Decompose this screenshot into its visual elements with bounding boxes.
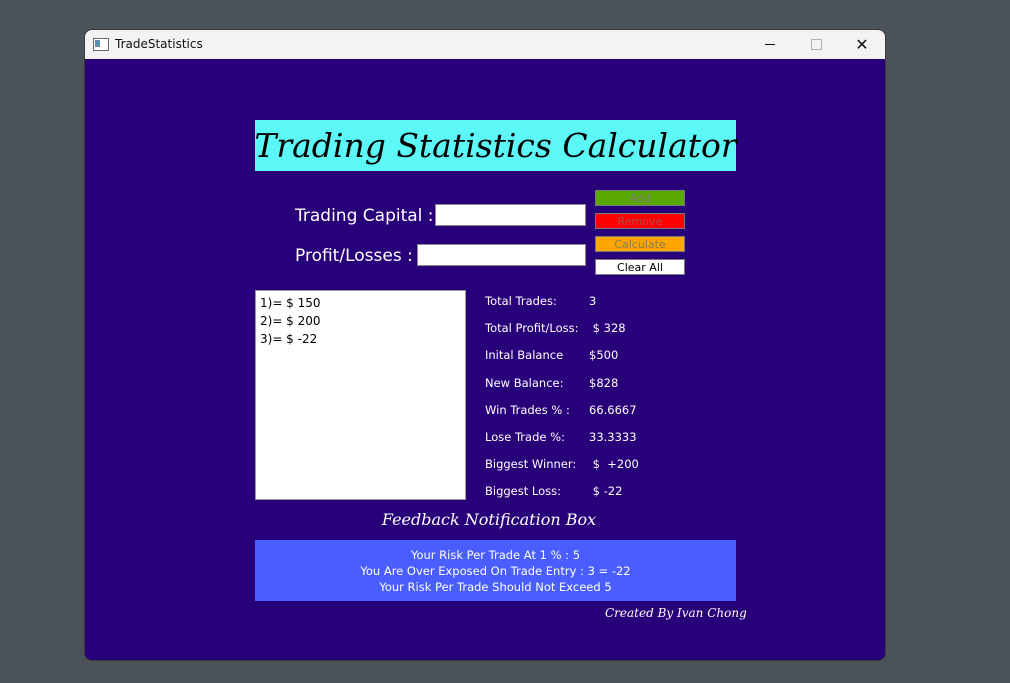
new-balance-value: $828	[589, 376, 619, 390]
total-profit-loss-label: Total Profit/Loss:	[485, 321, 579, 335]
total-trades-value: 3	[589, 294, 597, 308]
feedback-line: Your Risk Per Trade At 1 % : 5	[410, 547, 581, 562]
trading-capital-input[interactable]	[435, 204, 586, 226]
minimize-button[interactable]	[747, 30, 793, 59]
page-title: Trading Statistics Calculator	[254, 120, 737, 171]
biggest-winner-label: Biggest Winner:	[485, 457, 577, 471]
maximize-icon	[810, 39, 822, 50]
feedback-line: You Are Over Exposed On Trade Entry : 3 …	[360, 563, 631, 578]
lose-trades-value: 33.3333	[589, 430, 637, 444]
biggest-loss-value: $ -22	[589, 484, 623, 498]
feedback-title: Feedback Notification Box	[381, 510, 597, 529]
biggest-loss-label: Biggest Loss:	[485, 484, 562, 498]
total-profit-loss-value: $ 328	[589, 321, 626, 335]
win-trades-label: Win Trades % :	[485, 403, 570, 417]
title-bar[interactable]: TradeStatistics ✕	[85, 30, 885, 59]
profit-losses-input[interactable]	[417, 244, 586, 266]
add-button[interactable]: Add	[595, 190, 685, 206]
initial-balance-label: Inital Balance	[485, 348, 564, 362]
win-trades-value: 66.6667	[589, 403, 637, 417]
maximize-button[interactable]	[793, 30, 839, 59]
close-icon: ✕	[855, 34, 869, 54]
close-button[interactable]: ✕	[839, 30, 885, 59]
initial-balance-value: $500	[589, 348, 619, 362]
list-item[interactable]: 3)= $ -22	[260, 332, 318, 346]
total-trades-label: Total Trades:	[485, 294, 557, 308]
remove-button[interactable]: Remove	[595, 213, 685, 229]
calculate-button[interactable]: Calculate	[595, 236, 685, 252]
app-window-icon	[93, 38, 109, 51]
trades-listbox[interactable]: 1)= $ 150 2)= $ 200 3)= $ -22	[255, 290, 466, 500]
lose-trades-label: Lose Trade %:	[485, 430, 565, 444]
list-item[interactable]: 1)= $ 150	[260, 296, 321, 310]
clear-all-button[interactable]: Clear All	[595, 259, 685, 275]
window-title: TradeStatistics	[115, 37, 203, 51]
biggest-winner-value: $ +200	[589, 457, 639, 471]
profit-losses-label: Profit/Losses :	[295, 246, 413, 266]
trading-capital-label: Trading Capital :	[295, 206, 434, 226]
minimize-icon	[765, 44, 775, 45]
list-item[interactable]: 2)= $ 200	[260, 314, 321, 328]
feedback-line: Your Risk Per Trade Should Not Exceed 5	[379, 579, 612, 594]
feedback-notification-box: Your Risk Per Trade At 1 % : 5 You Are O…	[255, 540, 736, 601]
app-window: TradeStatistics ✕ Trading Statistics Cal…	[84, 29, 886, 661]
new-balance-label: New Balance:	[485, 376, 564, 390]
credit-text: Created By Ivan Chong	[605, 606, 747, 620]
